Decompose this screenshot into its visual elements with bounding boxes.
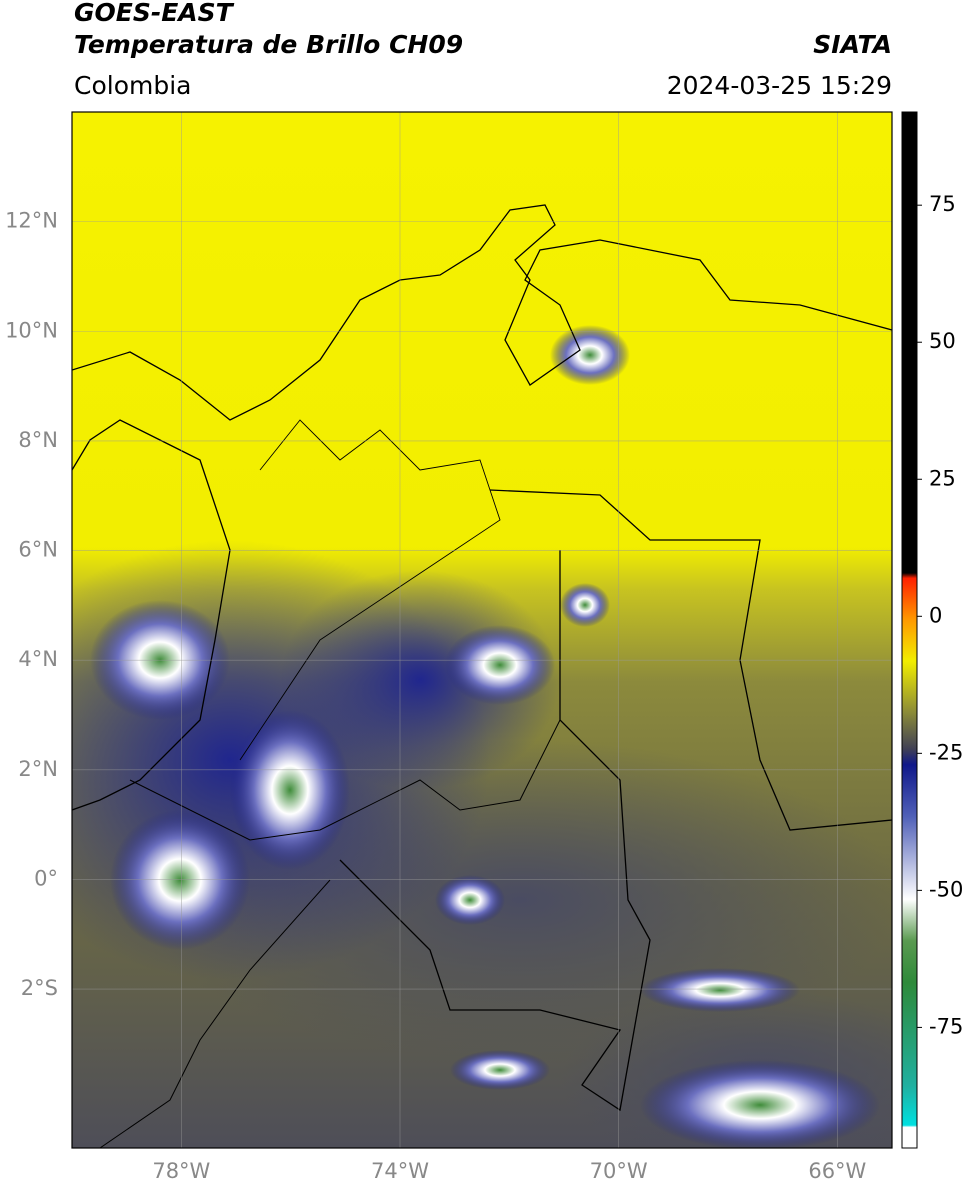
y-tick-label: 6°N bbox=[18, 538, 58, 562]
y-tick-label: 12°N bbox=[5, 209, 58, 233]
colorbar-tick-label: 75 bbox=[929, 192, 956, 216]
colorbar-tick-label: -25 bbox=[929, 740, 963, 764]
region: Colombia bbox=[74, 71, 191, 100]
y-tick-label: 0° bbox=[34, 866, 58, 890]
title: GOES-EAST bbox=[74, 0, 235, 27]
colorbar-tick-label: -50 bbox=[929, 877, 963, 901]
x-tick-label: 74°W bbox=[371, 1159, 429, 1183]
colorbar-tick-label: 25 bbox=[929, 466, 956, 490]
source: SIATA bbox=[813, 30, 892, 59]
y-tick-label: 8°N bbox=[18, 428, 58, 452]
y-tick-label: 2°N bbox=[18, 757, 58, 781]
subtitle: Temperatura de Brillo CH09 bbox=[74, 30, 463, 59]
y-tick-label: 10°N bbox=[5, 318, 58, 342]
map-imagery bbox=[72, 112, 892, 1148]
map-frame bbox=[71, 111, 893, 1149]
y-tick-label: 4°N bbox=[18, 647, 58, 671]
y-tick-label: 2°S bbox=[21, 976, 58, 1000]
colorbar-tick-label: -75 bbox=[929, 1014, 963, 1038]
colorbar bbox=[901, 111, 918, 1149]
datetime: 2024-03-25 15:29 bbox=[667, 71, 892, 100]
x-tick-label: 78°W bbox=[152, 1159, 210, 1183]
x-tick-label: 66°W bbox=[808, 1159, 866, 1183]
colorbar-tick-label: 0 bbox=[929, 603, 942, 627]
colorbar-tick-label: 50 bbox=[929, 329, 956, 353]
x-tick-label: 70°W bbox=[590, 1159, 648, 1183]
